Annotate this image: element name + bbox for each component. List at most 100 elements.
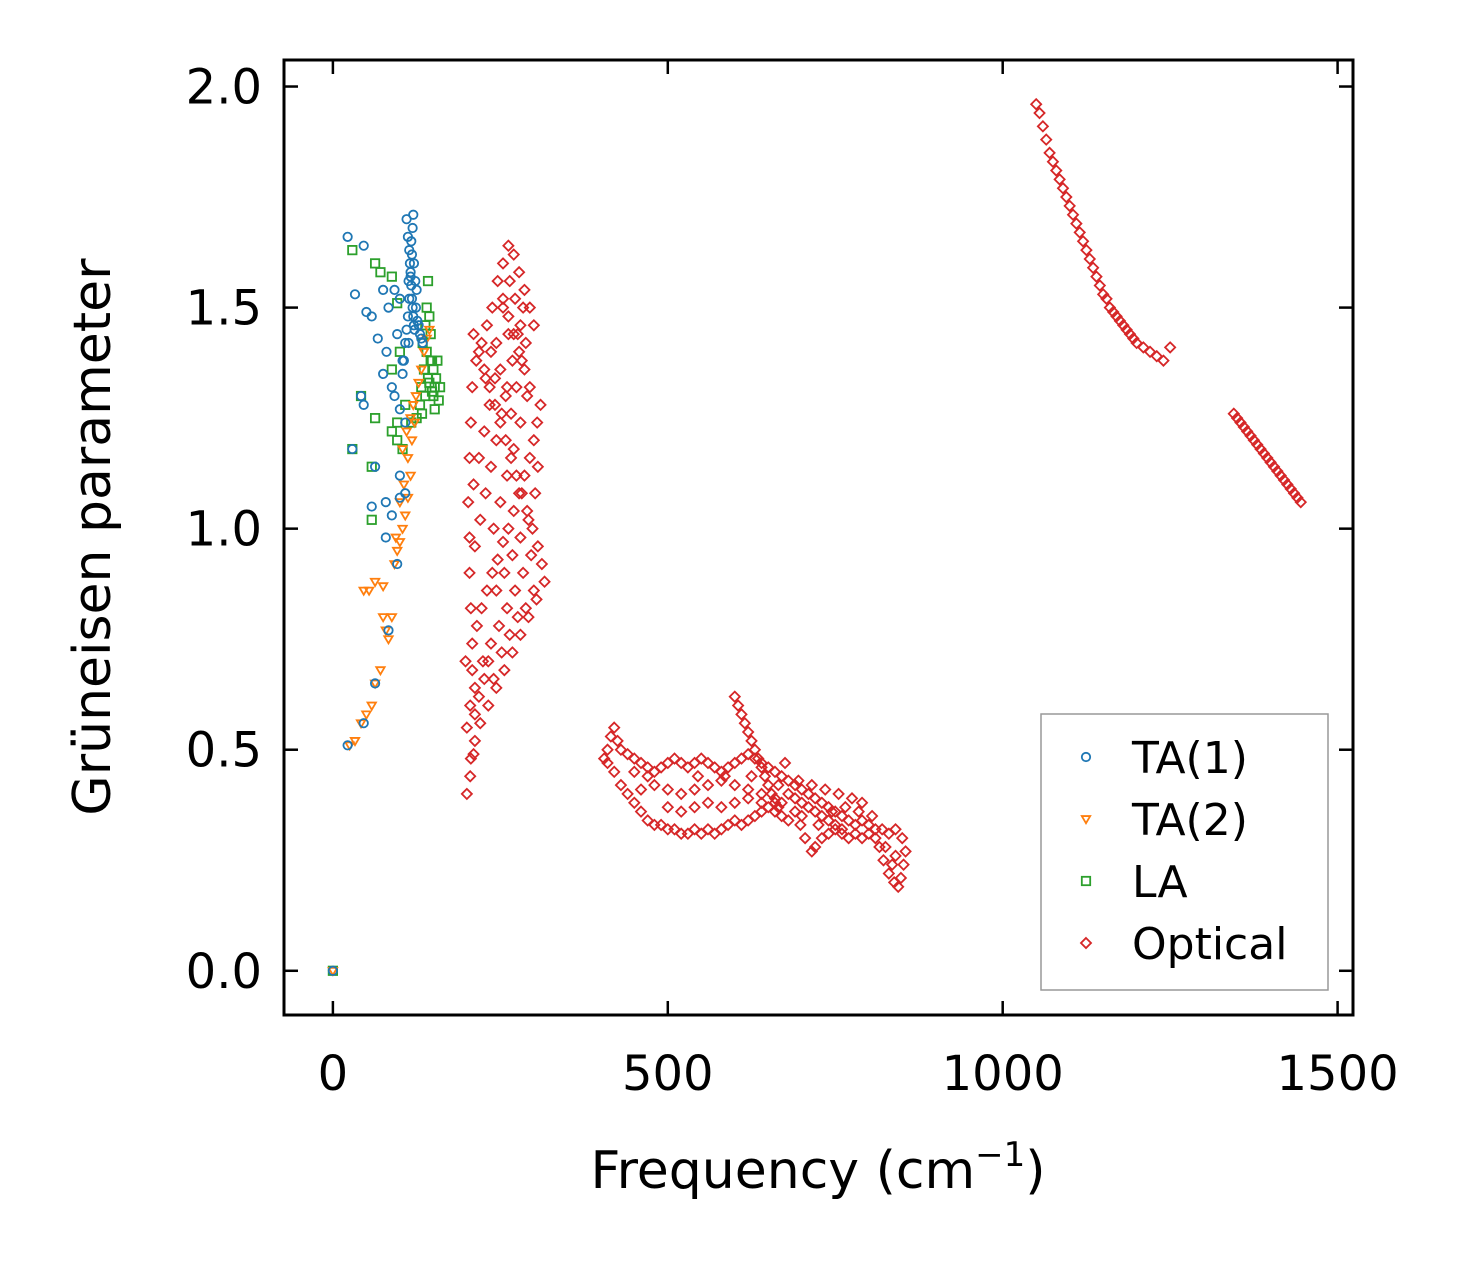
- point-optical: [495, 646, 508, 659]
- point-optical: [805, 778, 819, 792]
- point-optical: [887, 876, 901, 889]
- x-tick-label: 0: [318, 1046, 349, 1102]
- point-optical: [498, 566, 511, 580]
- point-optical: [1063, 199, 1076, 213]
- point-optical: [515, 354, 529, 367]
- point-optical: [688, 783, 701, 796]
- point-ta1: [394, 293, 405, 304]
- point-ta1: [342, 231, 353, 242]
- y-tick-label: 0.5: [186, 723, 262, 779]
- point-ta1: [380, 532, 391, 543]
- point-ta2: [349, 737, 361, 747]
- point-ta2: [382, 635, 395, 646]
- point-optical: [463, 699, 477, 712]
- y-tick-label: 0.0: [186, 944, 262, 1000]
- point-la: [375, 267, 386, 278]
- point-ta1: [411, 284, 422, 296]
- point-ta2: [396, 524, 409, 535]
- point-optical: [1137, 341, 1150, 354]
- point-optical: [484, 345, 498, 359]
- point-optical: [468, 708, 482, 721]
- point-optical: [715, 822, 728, 836]
- point-optical: [503, 628, 517, 642]
- point-optical: [491, 274, 504, 288]
- point-optical: [465, 380, 479, 394]
- point-optical: [510, 380, 523, 394]
- point-optical: [519, 601, 533, 615]
- point-optical: [1056, 181, 1070, 195]
- point-optical: [755, 761, 768, 774]
- point-optical: [523, 380, 537, 394]
- point-optical: [1029, 97, 1043, 111]
- point-optical: [467, 747, 480, 761]
- point-optical: [751, 752, 765, 765]
- point-optical: [748, 752, 762, 765]
- point-optical: [897, 858, 910, 871]
- point-ta1: [414, 329, 426, 340]
- point-ta1: [389, 390, 400, 402]
- point-ta2: [327, 966, 339, 977]
- point-optical: [604, 730, 618, 743]
- point-ta1: [394, 404, 405, 415]
- point-optical: [798, 831, 812, 845]
- point-ta1: [378, 368, 389, 380]
- point-optical: [862, 827, 876, 841]
- point-optical: [502, 327, 515, 341]
- point-ta2: [369, 679, 381, 690]
- point-la: [347, 245, 358, 256]
- point-optical: [514, 628, 527, 642]
- point-la: [394, 346, 405, 357]
- point-optical: [822, 827, 835, 841]
- point-optical: [715, 800, 728, 814]
- point-optical: [502, 239, 515, 253]
- point-optical: [828, 805, 842, 818]
- point-optical: [496, 301, 510, 314]
- legend-label-ta1: TA(1): [1131, 733, 1248, 784]
- point-optical: [481, 699, 495, 712]
- point-ta1: [355, 390, 367, 402]
- point-optical: [661, 783, 675, 796]
- point-optical: [745, 769, 758, 783]
- legend-marker-optical: [1079, 936, 1093, 950]
- point-optical: [477, 672, 491, 686]
- point-optical: [465, 663, 479, 677]
- point-optical: [463, 451, 476, 465]
- point-optical: [524, 548, 538, 562]
- point-optical: [527, 433, 541, 447]
- point-optical: [514, 416, 527, 429]
- point-optical: [500, 469, 514, 482]
- point-optical: [469, 354, 483, 367]
- point-optical: [494, 416, 507, 429]
- point-optical: [507, 442, 521, 456]
- point-la: [386, 364, 397, 375]
- point-ta1: [392, 329, 403, 340]
- point-optical: [500, 601, 514, 615]
- point-optical: [674, 805, 688, 818]
- point-optical: [534, 398, 547, 412]
- point-optical: [828, 818, 842, 832]
- point-optical: [490, 584, 503, 597]
- point-ta1: [327, 965, 338, 976]
- point-optical: [475, 336, 488, 350]
- point-optical: [802, 787, 815, 801]
- point-optical: [473, 716, 487, 730]
- point-optical: [755, 756, 768, 770]
- point-optical: [477, 363, 491, 376]
- point-optical: [634, 783, 648, 796]
- point-ta2: [410, 392, 422, 402]
- point-optical: [855, 814, 869, 827]
- point-la: [421, 302, 432, 313]
- point-optical: [738, 716, 752, 730]
- point-optical: [1294, 495, 1308, 509]
- point-optical: [511, 327, 525, 341]
- point-ta1: [378, 284, 389, 296]
- point-optical: [479, 372, 492, 385]
- point-ta2: [386, 613, 398, 624]
- point-optical: [503, 274, 517, 288]
- point-optical: [472, 345, 486, 359]
- point-ta1: [394, 470, 405, 481]
- point-optical: [511, 610, 525, 624]
- point-ta1: [383, 302, 394, 313]
- point-optical: [728, 796, 742, 810]
- point-optical: [694, 752, 708, 765]
